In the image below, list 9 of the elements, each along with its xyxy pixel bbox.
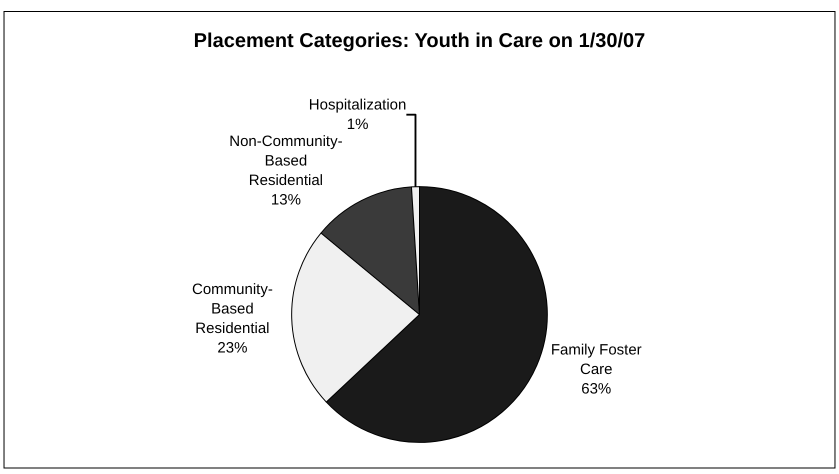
slice-label: Community-Based Residential	[192, 280, 273, 337]
data-label: 13%	[270, 191, 301, 208]
data-label: 63%	[581, 380, 612, 398]
data-label: 23%	[217, 339, 248, 356]
slice-label: Non-Community-Based Residential	[229, 132, 343, 189]
slice-label: Hospitalization	[308, 96, 406, 114]
data-label: 1%	[346, 116, 368, 133]
slice-label: Family Foster Care	[550, 342, 642, 378]
chart-title: Placement Categories: Youth in Care on 1/30/07	[194, 30, 646, 52]
